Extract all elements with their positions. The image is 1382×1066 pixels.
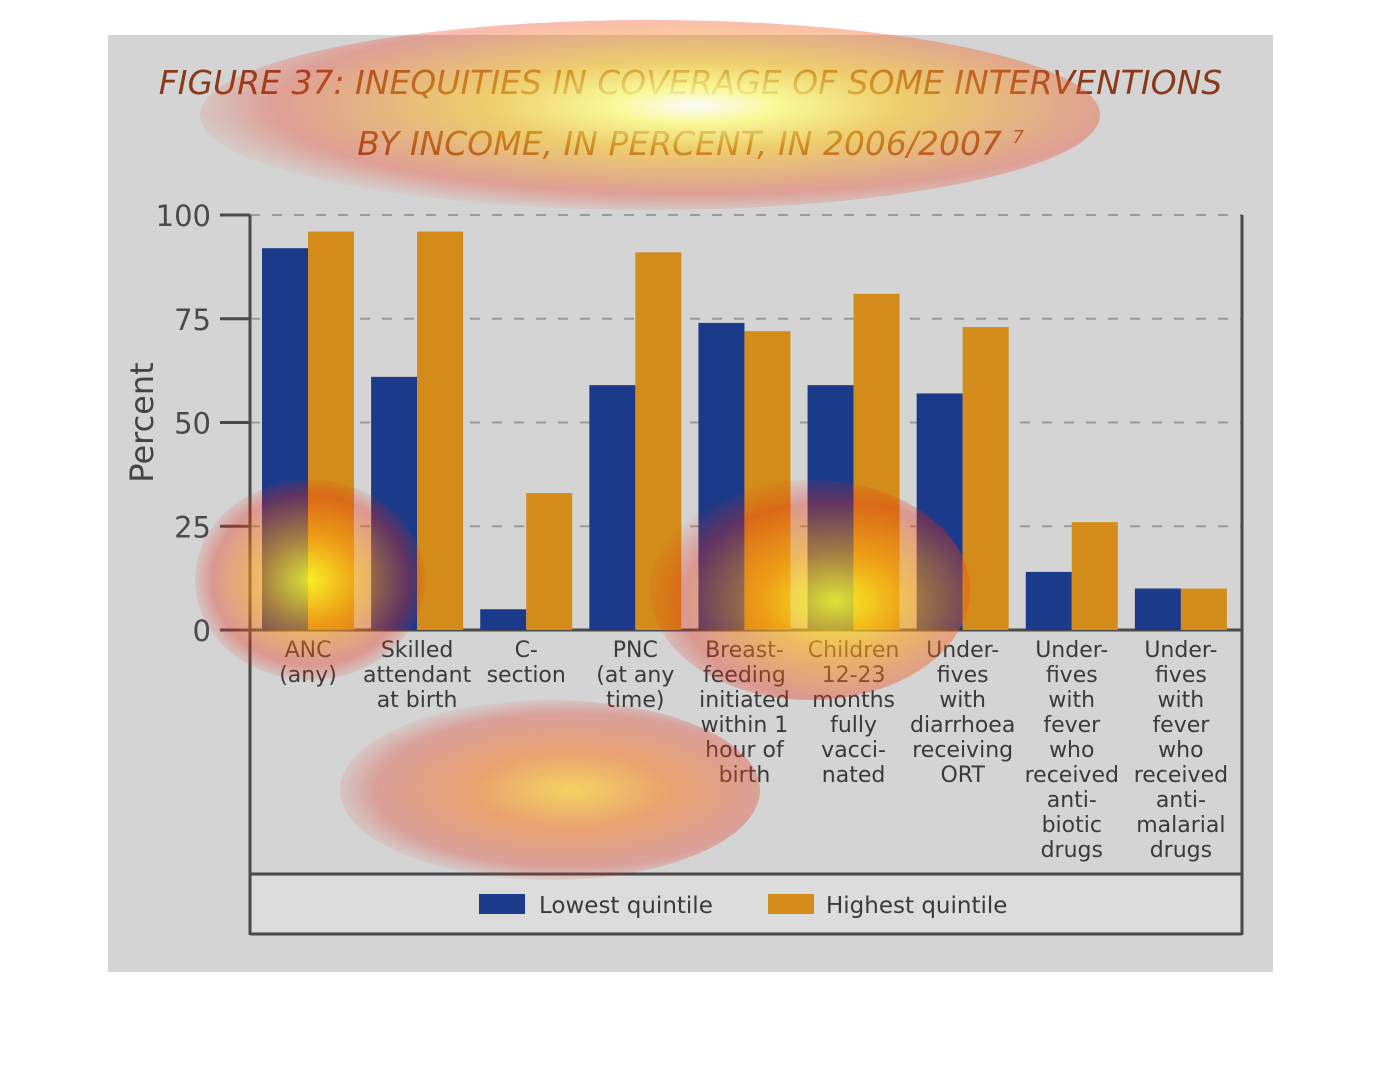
x-category-label: biotic — [1042, 813, 1102, 838]
x-category-label: hour of — [705, 738, 785, 763]
x-category-label: Skilled — [381, 638, 454, 663]
y-tick-label: 25 — [174, 510, 211, 544]
legend-box — [252, 876, 1240, 932]
legend-swatch — [479, 894, 525, 914]
x-category-label: birth — [719, 763, 771, 788]
x-category-label: fever — [1152, 713, 1210, 738]
legend-label: Highest quintile — [826, 893, 1007, 919]
x-category-label: at birth — [377, 688, 458, 713]
bar-lowest-quintile — [589, 385, 636, 630]
y-tick-label: 100 — [156, 199, 211, 233]
x-category-label: anti- — [1156, 788, 1206, 813]
x-category-label: fever — [1043, 713, 1101, 738]
x-category-label: diarrhoea — [910, 713, 1015, 738]
bar-highest-quintile — [853, 293, 900, 630]
chart-title: FIGURE 37: INEQUITIES IN COVERAGE OF SOM… — [108, 55, 1273, 171]
y-tick-label: 0 — [193, 614, 211, 648]
x-category-label: fully — [830, 713, 877, 738]
x-category-label: received — [1025, 763, 1119, 788]
x-category-label: PNC — [613, 638, 658, 663]
x-category-label: (any) — [279, 663, 337, 688]
x-category-label: Under- — [926, 638, 999, 663]
x-category-label: ANC — [285, 638, 332, 663]
x-category-label: months — [812, 688, 895, 713]
x-category-label: (at any — [596, 663, 674, 688]
x-category-label: nated — [822, 763, 886, 788]
y-tick-label: 50 — [174, 407, 211, 441]
x-category-label: who — [1158, 738, 1203, 763]
x-category-label: attendant — [363, 663, 472, 688]
bar-highest-quintile — [1180, 588, 1227, 630]
bar-lowest-quintile — [262, 248, 308, 630]
x-category-label: initiated — [699, 688, 790, 713]
chart-title-line-1: FIGURE 37: INEQUITIES IN COVERAGE OF SOM… — [158, 63, 1223, 102]
x-category-label: vacci- — [821, 738, 886, 763]
chart-title-line-2-text: BY INCOME, IN PERCENT, IN 2006/2007 — [357, 124, 1002, 163]
x-category-label: fives — [1046, 663, 1098, 688]
bar-lowest-quintile — [1025, 571, 1072, 630]
x-category-label: received — [1134, 763, 1228, 788]
x-category-label: drugs — [1150, 838, 1212, 863]
x-category-label: with — [939, 688, 986, 713]
x-category-label: fives — [1155, 663, 1207, 688]
bar-highest-quintile — [1071, 522, 1118, 630]
x-category-label: who — [1049, 738, 1094, 763]
x-category-label: Under- — [1035, 638, 1108, 663]
bar-lowest-quintile — [480, 609, 527, 630]
x-category-label: with — [1048, 688, 1095, 713]
bar-highest-quintile — [635, 252, 682, 630]
y-axis-label: Percent — [123, 362, 161, 482]
bar-lowest-quintile — [916, 393, 963, 630]
x-category-label: feeding — [703, 663, 786, 688]
bar-lowest-quintile — [807, 385, 854, 630]
bar-highest-quintile — [526, 493, 573, 630]
title-superscript: 7 — [1012, 127, 1024, 148]
bar-highest-quintile — [417, 231, 464, 630]
x-category-label: anti- — [1047, 788, 1097, 813]
x-category-label: fives — [937, 663, 989, 688]
x-category-label: C- — [515, 638, 538, 663]
x-category-label: ORT — [940, 763, 985, 788]
y-tick-label: 75 — [174, 303, 211, 337]
x-category-label: section — [487, 663, 566, 688]
bar-lowest-quintile — [698, 322, 745, 630]
x-category-label: malarial — [1136, 813, 1225, 838]
bar-highest-quintile — [962, 327, 1009, 630]
x-category-label: Children — [808, 638, 900, 663]
x-category-label: with — [1158, 688, 1205, 713]
x-category-label: within 1 — [701, 713, 789, 738]
bar-lowest-quintile — [1134, 588, 1181, 630]
x-category-label: 12-23 — [822, 663, 886, 688]
legend-swatch — [768, 894, 814, 914]
x-category-label: time) — [606, 688, 664, 713]
bar-lowest-quintile — [371, 376, 418, 630]
chart-title-line-2: BY INCOME, IN PERCENT, IN 2006/2007 7 — [108, 110, 1273, 171]
x-category-label: Breast- — [705, 638, 784, 663]
x-category-label: receiving — [912, 738, 1013, 763]
x-category-label: Under- — [1144, 638, 1217, 663]
x-category-label: drugs — [1041, 838, 1103, 863]
bar-highest-quintile — [744, 331, 791, 630]
bar-highest-quintile — [308, 231, 354, 630]
legend-label: Lowest quintile — [539, 893, 713, 919]
